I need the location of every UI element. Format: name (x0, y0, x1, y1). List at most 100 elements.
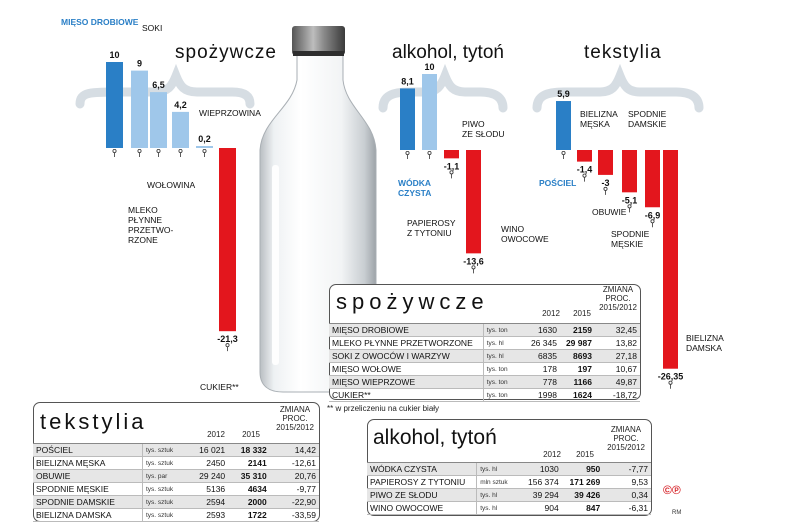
value-2012: 16 021 (186, 443, 229, 457)
row-label: MIĘSO WIEPRZOWE (329, 375, 484, 389)
table-row: BIELIZNA MĘSKA tys. sztuk 2450 2141 -12,61 (33, 456, 319, 470)
value-2015: 18 332 (228, 443, 270, 457)
value-2015: 847 (561, 501, 604, 515)
value-label-bielizna-męska: -1,4 (577, 165, 593, 175)
table-row: SPODNIE DAMSKIE tys. sztuk 2594 2000 -22,90 (33, 495, 319, 509)
row-unit: tys. hl (476, 501, 521, 515)
value-change: 10,67 (594, 362, 640, 376)
table-body: MIĘSO DROBIOWE tys. ton 1630 2159 32,45 MLEKO… (329, 323, 640, 402)
value-change: -7,77 (603, 462, 651, 476)
value-2012: 2450 (186, 456, 229, 470)
value-2015: 950 (561, 462, 604, 476)
credit: RM (672, 510, 682, 516)
leader-dot-wódka-czysta (405, 150, 410, 155)
value-label-wołowina: 4,2 (174, 100, 187, 110)
row-unit: mln sztuk (476, 475, 521, 489)
row-unit: tys. hl (476, 462, 521, 476)
value-2012: 6835 (521, 349, 560, 363)
value-2012: 1030 (520, 462, 562, 476)
table-row: PAPIEROSY Z TYTONIU mln sztuk 156 374 171 2… (367, 475, 651, 489)
bar-mięso-drobiowe (106, 62, 123, 148)
row-label: SPODNIE DAMSKIE (33, 495, 143, 509)
bar-spodnie-męskie (622, 150, 637, 193)
col-header-2015: 2015 (573, 309, 591, 318)
category-label-piwo-ze-słodu: PIWO ZE SŁODU (462, 119, 505, 139)
value-label-wódka-czysta: 8,1 (401, 76, 414, 86)
value-2015: 29 987 (559, 336, 595, 350)
row-label: BIELIZNA MĘSKA (33, 456, 143, 470)
category-label-obuwie: OBUWIE (592, 207, 627, 217)
row-unit: tys. ton (482, 323, 522, 337)
value-2012: 1998 (521, 388, 560, 402)
row-unit: tys. sztuk (141, 482, 187, 496)
value-label-spodnie-damskie: -6,9 (645, 210, 661, 220)
value-label-soki: 9 (137, 59, 142, 69)
table-row: WINO OWOCOWE tys. hl 904 847 -6,31 (367, 501, 651, 515)
value-2012: 2594 (186, 495, 229, 509)
value-2015: 4634 (228, 482, 270, 496)
table-row: PIWO ZE SŁODU tys. hl 39 294 39 426 0,34 (367, 488, 651, 502)
col-header-change: ZMIANA PROC. 2015/2012 (599, 285, 637, 312)
table-title: spożywcze (336, 289, 489, 314)
row-label: PAPIEROSY Z TYTONIU (367, 475, 477, 489)
leader-dot-papierosy-z-tytoniu (427, 150, 432, 155)
brand-logo: ©℗ (663, 483, 681, 497)
value-2012: 26 345 (521, 336, 560, 350)
value-change: -22,90 (269, 495, 319, 509)
value-label-spodnie-męskie: -5,1 (622, 195, 638, 205)
brace-decorations (75, 63, 704, 113)
value-label-piwo-ze-słodu: -1,1 (444, 161, 460, 171)
table-row: MLEKO PŁYNNE PRZETWORZONE tys. hl 26 345 29… (329, 336, 640, 350)
category-label-bielizna-męska: BIELIZNA MĘSKA (580, 109, 618, 129)
value-label-wieprzowina: 0,2 (198, 134, 211, 144)
leader-dot-mięso-drobiowe (112, 148, 117, 153)
table-row: MIĘSO DROBIOWE tys. ton 1630 2159 32,45 (329, 323, 640, 337)
row-unit: tys. hl (476, 488, 521, 502)
table-alkohol: alkohol, tytoń 2012 2015 ZMIANA PROC. 20… (367, 419, 652, 516)
value-2012: 29 240 (186, 469, 229, 483)
bar-piwo-ze-słodu (444, 150, 459, 159)
row-unit: tys. sztuk (141, 495, 187, 509)
value-2012: 156 374 (520, 475, 562, 489)
bottle-highlight (272, 165, 279, 365)
col-header-change: ZMIANA PROC. 2015/2012 (276, 405, 314, 432)
value-change: 20,76 (269, 469, 319, 483)
value-2012: 778 (521, 375, 560, 389)
table-body: WÓDKA CZYSTA tys. hl 1030 950 -7,77 PAPIEROSY… (367, 462, 651, 515)
bottle-cap (292, 26, 345, 55)
value-2015: 8693 (559, 349, 595, 363)
row-unit: tys. ton (482, 362, 522, 376)
value-label-wino-owocowe: -13,6 (463, 256, 484, 266)
value-2015: 1722 (228, 508, 270, 522)
bar-wódka-czysta (400, 88, 415, 150)
table-body: POŚCIEL tys. sztuk 16 021 18 332 14,42 BIELIZ… (33, 443, 319, 522)
chart-title-tekstylia: tekstylia (584, 42, 662, 63)
table-row: SOKI Z OWOCÓW I WARZYW tys. hl 6835 8693 27,… (329, 349, 640, 363)
value-2015: 1166 (559, 375, 595, 389)
row-label: OBUWIE (33, 469, 143, 483)
value-2012: 904 (520, 501, 562, 515)
value-change: 9,53 (603, 475, 651, 489)
col-header-2012: 2012 (207, 430, 225, 439)
row-label: CUKIER** (329, 388, 484, 402)
category-label-pościel: POŚCIEL (539, 177, 576, 188)
category-label-mleko-płynne-przetworzone: MLEKO PŁYNNE PRZETWO-RZONE (128, 205, 173, 245)
row-label: WÓDKA CZYSTA (367, 462, 477, 476)
table-row: BIELIZNA DAMSKA tys. sztuk 2593 1722 -33,59 (33, 508, 319, 522)
value-2015: 2141 (228, 456, 270, 470)
bar-obuwie (598, 150, 613, 175)
leader-dot-wino-owocowe (471, 265, 476, 270)
table-row: OBUWIE tys. par 29 240 35 310 20,76 (33, 469, 319, 483)
value-change: -9,77 (269, 482, 319, 496)
value-change: 32,45 (594, 323, 640, 337)
value-change: 13,82 (594, 336, 640, 350)
value-change: 0,34 (603, 488, 651, 502)
value-label-pościel: 5,9 (557, 89, 570, 99)
leader-dot-obuwie (603, 186, 608, 191)
leader-dot-bielizna-męska (582, 173, 587, 178)
chart-title-alkohol: alkohol, tytoń (392, 42, 504, 63)
value-label-obuwie: -3 (601, 178, 609, 188)
leader-dot-wołowina (178, 148, 183, 153)
row-unit: tys. ton (482, 375, 522, 389)
